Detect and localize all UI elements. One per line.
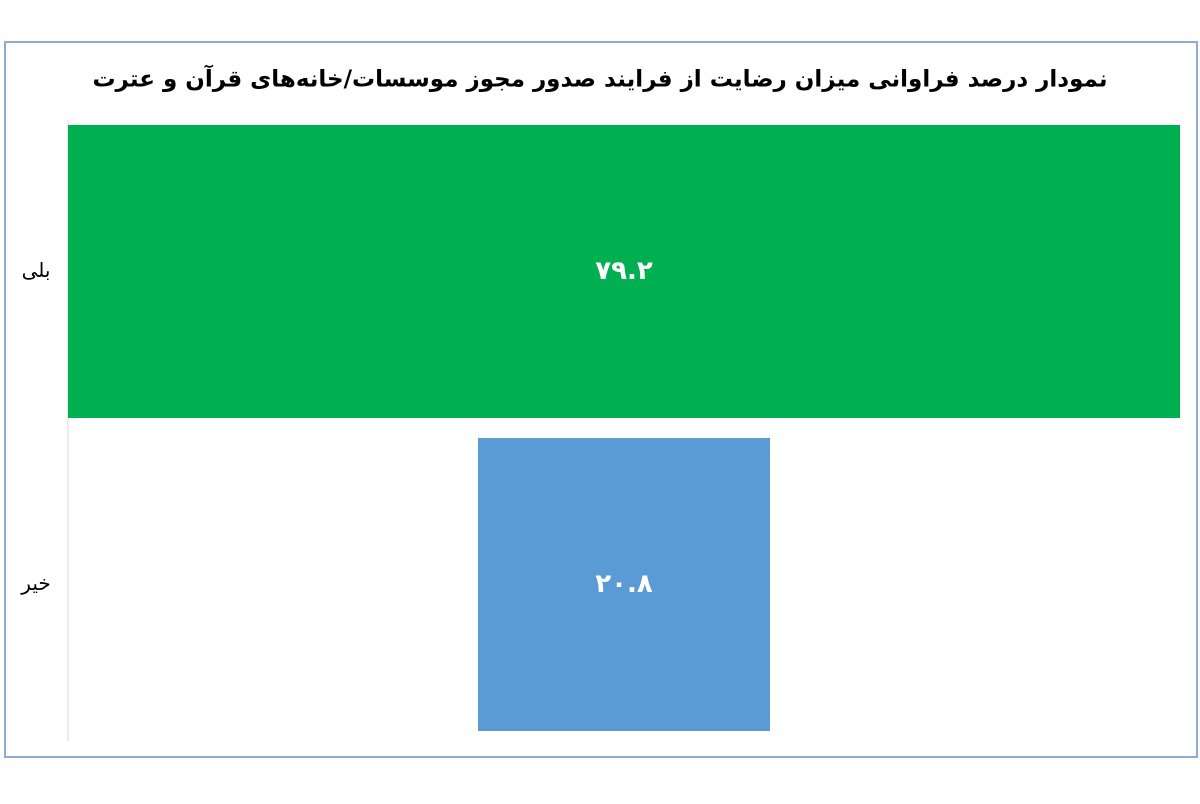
data-label: ۷۹.۲ [595, 256, 653, 286]
category-label: بلی [22, 258, 51, 282]
bar [68, 125, 1180, 418]
category-label: خیر [20, 571, 50, 595]
bar [477, 438, 771, 731]
chart-title: نمودار درصد فراوانی میزان رضایت از فراین… [92, 64, 1107, 93]
data-label: ۲۰.۸ [595, 569, 653, 599]
